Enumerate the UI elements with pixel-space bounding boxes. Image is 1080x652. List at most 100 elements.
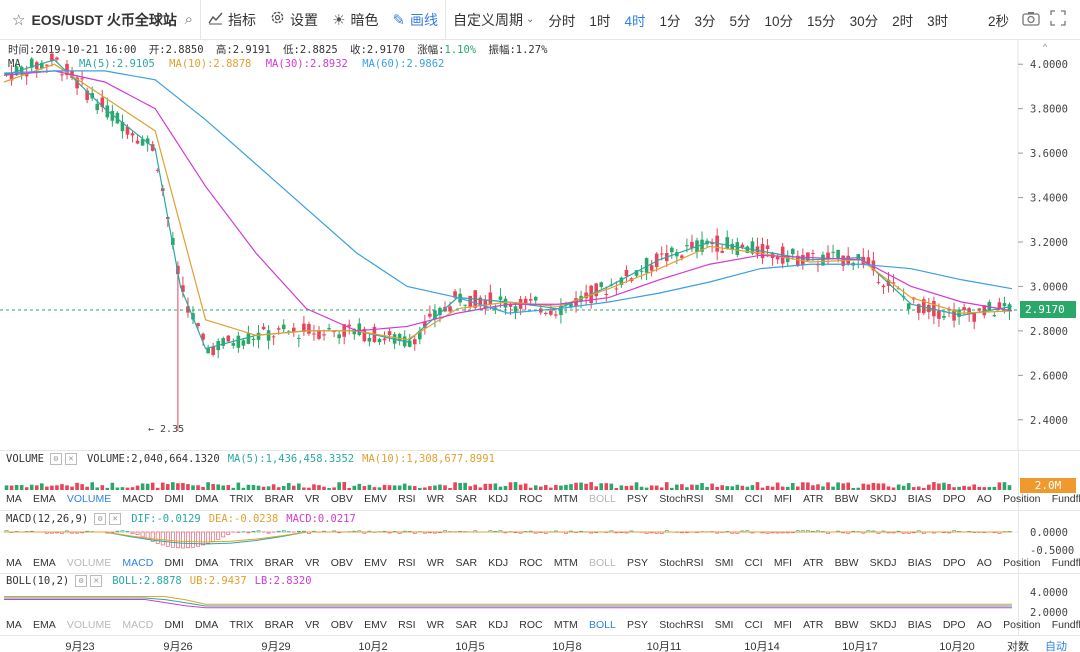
indicator-tab[interactable]: VR (304, 619, 320, 631)
indicator-tab[interactable]: VR (304, 493, 320, 505)
indicator-tab[interactable]: BOLL (588, 619, 616, 631)
indicators-button[interactable]: 指标 (201, 0, 263, 40)
indicator-tab[interactable]: MFI (773, 493, 792, 505)
indicator-tab[interactable]: RSI (398, 619, 416, 631)
indicator-tab[interactable]: CCI (744, 557, 763, 569)
indicator-tab[interactable]: MTM (553, 619, 578, 631)
close-icon[interactable]: ✕ (90, 575, 103, 587)
indicator-tab[interactable]: Position (1003, 493, 1041, 505)
refresh-interval[interactable]: 2秒 (987, 13, 1009, 29)
indicator-tab[interactable]: EMV (364, 557, 387, 569)
indicator-tab[interactable]: MA (6, 493, 22, 505)
period-tab[interactable]: 1分 (659, 13, 681, 29)
indicator-tab[interactable]: BIAS (907, 619, 932, 631)
indicator-tab[interactable]: StochRSI (659, 619, 704, 631)
indicator-tab[interactable]: Fundflow (1051, 619, 1080, 631)
indicator-tab[interactable]: ROC (519, 619, 543, 631)
indicator-tab[interactable]: SKDJ (869, 619, 897, 631)
indicator-tab[interactable]: MACD (122, 557, 154, 569)
indicator-tab[interactable]: ROC (519, 557, 543, 569)
star-icon[interactable]: ☆ (12, 11, 26, 29)
indicator-tab[interactable]: ATR (803, 557, 824, 569)
camera-icon[interactable] (1022, 11, 1040, 29)
macd-chart[interactable]: 0.0000 -0.5000 (0, 524, 1080, 556)
indicator-tab[interactable]: BRAR (264, 619, 294, 631)
indicator-tab[interactable]: EMV (364, 619, 387, 631)
indicator-tab[interactable]: RSI (398, 493, 416, 505)
log-scale-toggle[interactable]: 对数 (1007, 641, 1029, 652)
indicator-tab[interactable]: Fundflow (1051, 493, 1080, 505)
indicator-tab[interactable]: OBV (330, 493, 353, 505)
draw-button[interactable]: ✎ 画线 (385, 0, 445, 40)
indicator-tab[interactable]: SMI (714, 493, 734, 505)
indicator-tab[interactable]: PSY (626, 557, 648, 569)
price-chart[interactable]: 4.0000 3.8000 3.6000 3.4000 3.2000 3.0000 2.80… (0, 40, 1080, 450)
boll-chart[interactable]: 4.0000 2.0000 (0, 586, 1080, 618)
gear-icon[interactable]: ⚙ (75, 575, 88, 587)
indicator-tab[interactable]: EMV (364, 493, 387, 505)
settings-button[interactable]: 设置 (263, 0, 325, 40)
indicator-tab[interactable]: SAR (455, 493, 478, 505)
period-tab[interactable]: 3时 (927, 13, 949, 29)
gear-icon[interactable]: ⚙ (94, 513, 107, 525)
period-tab[interactable]: 1时 (589, 13, 611, 29)
period-tab[interactable]: 2时 (892, 13, 914, 29)
indicator-tab[interactable]: MACD (122, 493, 154, 505)
indicator-tab[interactable]: CCI (744, 619, 763, 631)
period-tab[interactable]: 3分 (694, 13, 716, 29)
indicator-tab[interactable]: VOLUME (66, 619, 112, 631)
indicator-tab[interactable]: Position (1003, 557, 1041, 569)
period-tab-active[interactable]: 4时 (624, 13, 646, 29)
indicator-tab[interactable]: SKDJ (869, 493, 897, 505)
indicator-tab[interactable]: StochRSI (659, 493, 704, 505)
dark-mode-button[interactable]: ☀ 暗色 (325, 0, 385, 40)
indicator-tab[interactable]: VOLUME (66, 557, 112, 569)
indicator-tab[interactable]: DMI (164, 557, 184, 569)
chevron-up-icon[interactable]: ⌃ (1042, 43, 1048, 54)
indicator-tab[interactable]: BBW (834, 557, 859, 569)
indicator-tab[interactable]: VOLUME (66, 493, 112, 505)
indicator-tab[interactable]: KDJ (488, 619, 509, 631)
indicator-tab[interactable]: DPO (942, 619, 966, 631)
indicator-tab[interactable]: SMI (714, 619, 734, 631)
indicator-tab[interactable]: ROC (519, 493, 543, 505)
indicator-tab[interactable]: TRIX (229, 619, 254, 631)
indicator-tab[interactable]: SKDJ (869, 557, 897, 569)
indicator-tab[interactable]: KDJ (488, 493, 509, 505)
period-tab[interactable]: 5分 (729, 13, 751, 29)
volume-chart[interactable] (0, 468, 1018, 490)
indicator-tab[interactable]: MFI (773, 557, 792, 569)
indicator-tab[interactable]: RSI (398, 557, 416, 569)
indicator-tab[interactable]: DMA (194, 557, 219, 569)
indicator-tab[interactable]: WR (426, 557, 445, 569)
indicator-tab[interactable]: SAR (455, 619, 478, 631)
indicator-tab[interactable]: TRIX (229, 493, 254, 505)
search-icon[interactable]: ⌕ (184, 11, 193, 28)
indicator-tab[interactable]: BRAR (264, 493, 294, 505)
indicator-tab[interactable]: DPO (942, 557, 966, 569)
custom-period-dropdown[interactable]: 自定义周期 ⌄ (446, 0, 541, 40)
indicator-tab[interactable]: DMI (164, 619, 184, 631)
indicator-tab[interactable]: DMA (194, 493, 219, 505)
symbol-selector[interactable]: ☆ EOS/USDT 火币全球站 ⌕ (0, 0, 200, 40)
indicator-tab[interactable]: EMA (32, 619, 56, 631)
indicator-tab[interactable]: MA (6, 557, 22, 569)
indicator-tab[interactable]: MTM (553, 493, 578, 505)
indicator-tab[interactable]: Fundflow (1051, 557, 1080, 569)
indicator-tab[interactable]: PSY (626, 493, 648, 505)
indicator-tab[interactable]: BIAS (907, 493, 932, 505)
indicator-tab[interactable]: MACD (122, 619, 154, 631)
indicator-tab[interactable]: WR (426, 619, 445, 631)
indicator-tab[interactable]: WR (426, 493, 445, 505)
indicator-tab[interactable]: BOLL (588, 557, 616, 569)
indicator-tab[interactable]: AO (976, 493, 992, 505)
indicator-tab[interactable]: MFI (773, 619, 792, 631)
indicator-tab[interactable]: ATR (803, 493, 824, 505)
indicator-tab[interactable]: KDJ (488, 557, 509, 569)
auto-scale-toggle[interactable]: 自动 (1045, 641, 1067, 652)
close-icon[interactable]: ✕ (109, 513, 122, 525)
fullscreen-icon[interactable] (1050, 10, 1066, 29)
indicator-tab[interactable]: OBV (330, 619, 353, 631)
indicator-tab[interactable]: ATR (803, 619, 824, 631)
close-icon[interactable]: ✕ (64, 453, 77, 465)
